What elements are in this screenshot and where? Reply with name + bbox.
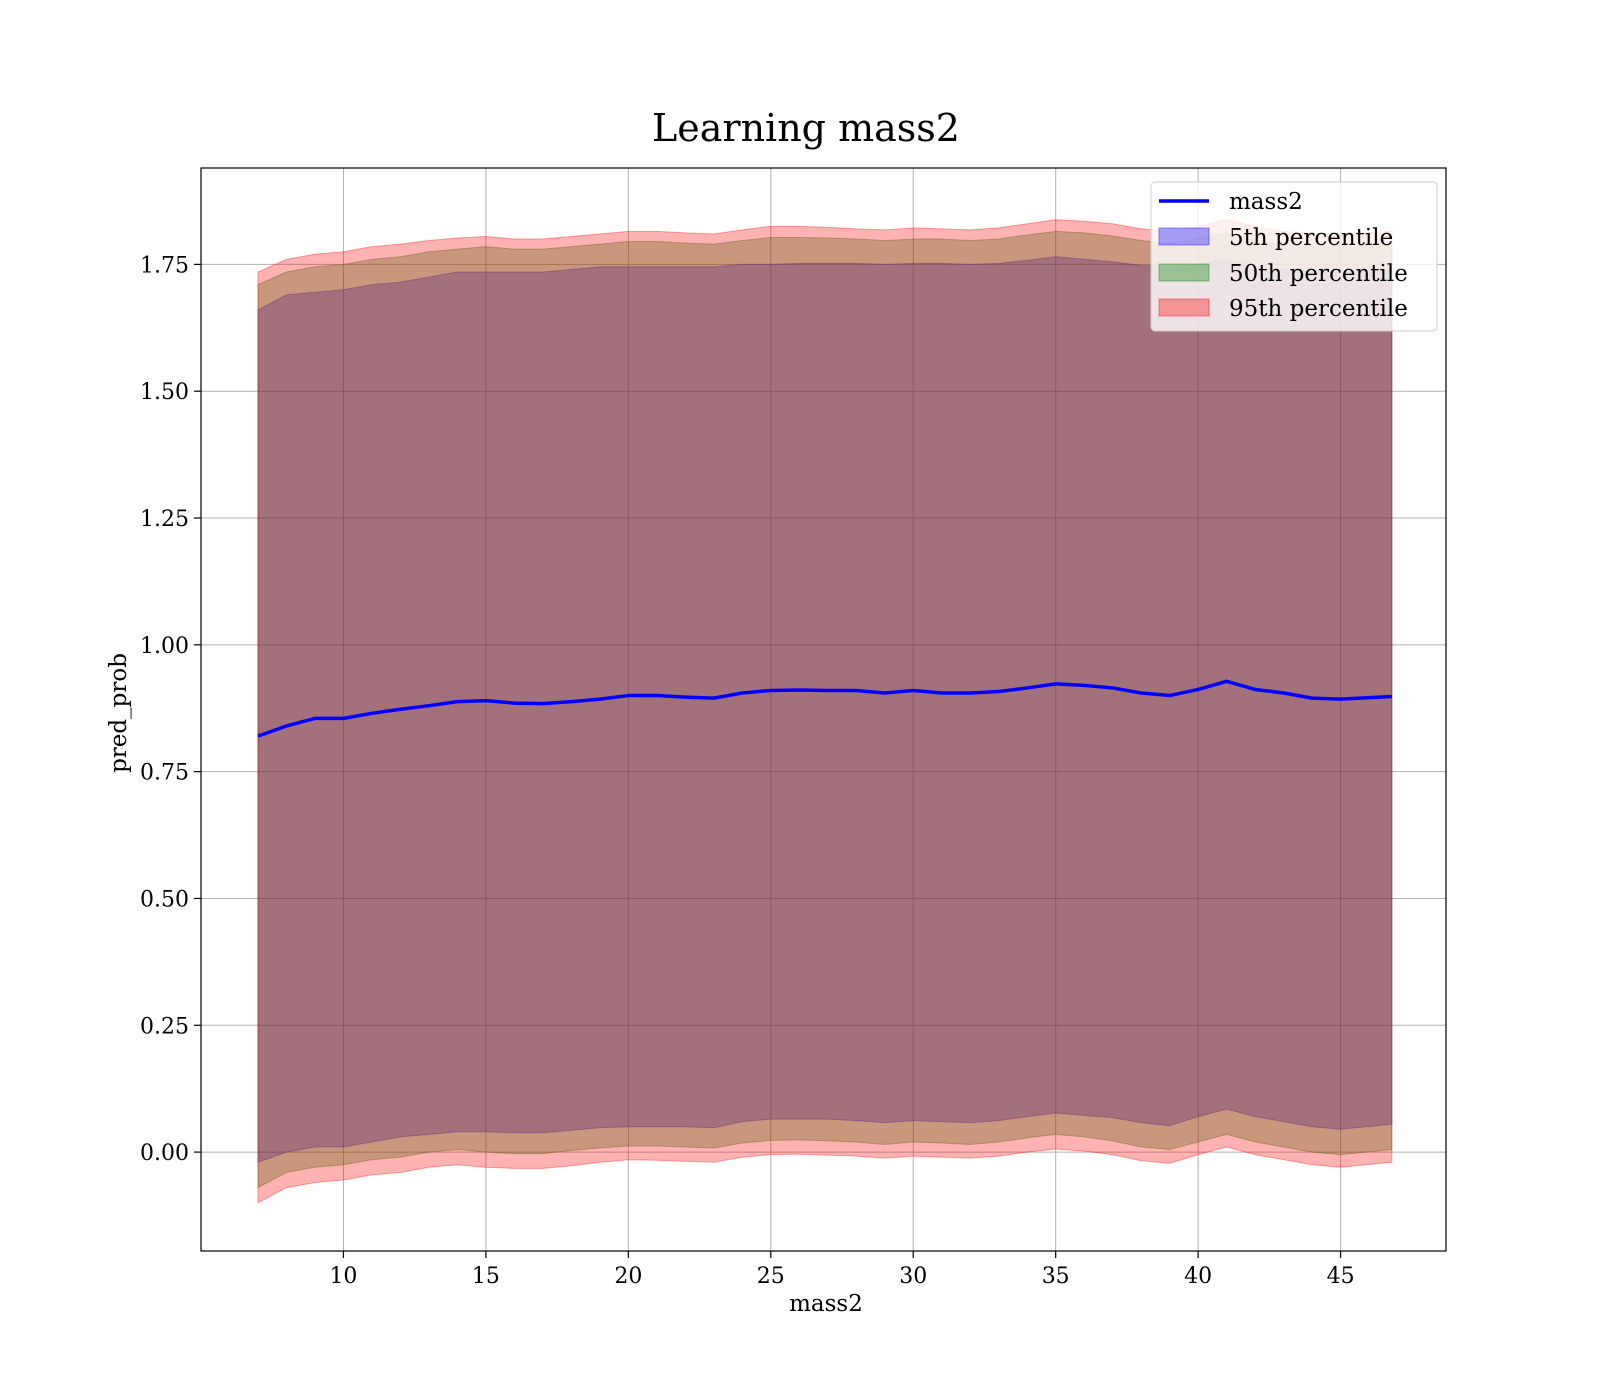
x-tick-label: 40 [1184,1264,1212,1289]
x-tick-label: 35 [1042,1264,1070,1289]
legend-swatch-95th-percentile [1158,298,1210,317]
chart-title: Learning mass2 [652,106,960,150]
percentile-bands [257,219,1393,1204]
y-axis-label: pred_prob [106,653,132,773]
legend: mass2 5th percentile 50th percentile 95t… [1150,181,1438,332]
x-tick-label: 25 [757,1264,785,1289]
band-95th-percentile [257,219,1393,1204]
y-tick-label: 0.25 [140,1014,189,1039]
y-tick-label: 1.00 [140,634,189,659]
series-lines [257,679,1392,738]
series-line-mass2 [257,679,1392,738]
legend-label-95th-percentile: 95th percentile [1229,296,1408,322]
plot-area [200,167,1447,1252]
x-tick-label: 20 [614,1264,642,1289]
y-tick-label: 0.50 [140,887,189,912]
x-tick-label: 30 [899,1264,927,1289]
x-tick-label: 10 [329,1264,357,1289]
legend-label-mass2: mass2 [1229,189,1303,215]
y-tick-label: 1.25 [140,507,189,532]
x-axis-ticks: 10 15 20 25 30 35 40 45 [329,1251,1355,1289]
y-tick-label: 1.75 [140,253,189,278]
legend-swatch-50th-percentile [1158,263,1210,282]
legend-swatch-5th-percentile [1158,227,1210,246]
x-tick-label: 15 [472,1264,500,1289]
y-tick-label: 0.00 [140,1141,189,1166]
band-5th-percentile [257,256,1393,1163]
legend-label-5th-percentile: 5th percentile [1229,225,1393,251]
legend-label-50th-percentile: 50th percentile [1229,261,1408,287]
band-50th-percentile [257,230,1393,1189]
grid [201,168,1446,1251]
legend-frame [1150,181,1438,332]
x-axis-label: mass2 [789,1291,863,1317]
y-tick-label: 0.75 [140,761,189,786]
x-tick-label: 45 [1327,1264,1355,1289]
y-axis-ticks: 0.00 0.25 0.50 0.75 1.00 1.25 1.50 1.75 [140,253,201,1166]
y-tick-label: 1.50 [140,380,189,405]
